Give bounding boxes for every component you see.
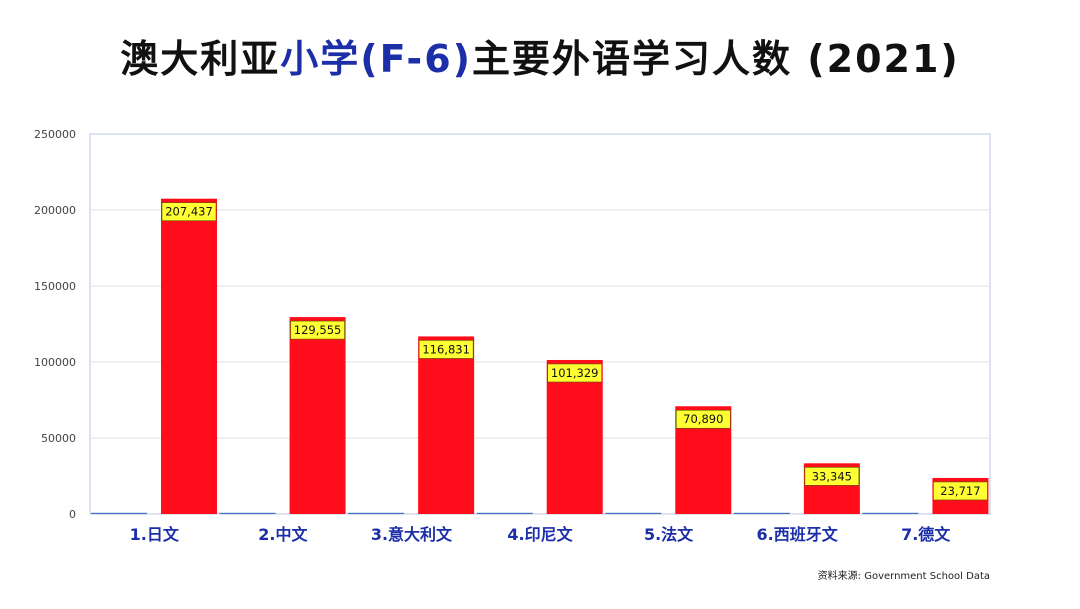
secondary-bar	[476, 512, 533, 514]
title-part5: (2021)	[807, 37, 960, 81]
title-part1: 澳大利亚	[120, 36, 281, 81]
y-tick-label: 50000	[41, 432, 76, 445]
secondary-bar	[862, 512, 919, 514]
data-label-box	[418, 340, 474, 359]
secondary-bar	[91, 512, 147, 514]
title-part4: 主要外语学习人数	[472, 36, 793, 81]
chart-title: 澳大利亚小学(F-6)主要外语学习人数 (2021)	[0, 28, 1080, 83]
data-label: 23,717	[940, 484, 980, 498]
data-label: 116,831	[422, 342, 470, 356]
title-part2: 小学	[280, 36, 361, 81]
data-label: 129,555	[294, 323, 342, 337]
x-tick-label: 1.日文	[130, 525, 180, 544]
y-tick-label: 100000	[34, 356, 76, 369]
source-note: 资料来源: Government School Data	[817, 571, 990, 582]
title-part3: (F-6)	[360, 37, 473, 81]
x-tick-label: 3.意大利文	[371, 525, 453, 544]
x-tick-label: 6.西班牙文	[757, 525, 839, 544]
x-tick-label: 5.法文	[644, 525, 694, 544]
bar	[161, 198, 217, 515]
y-tick-label: 0	[69, 508, 76, 521]
data-label: 207,437	[165, 205, 213, 219]
secondary-bar	[605, 512, 662, 514]
data-label: 101,329	[551, 366, 599, 380]
data-label-box	[675, 409, 731, 429]
bar	[418, 336, 475, 514]
y-tick-label: 200000	[34, 204, 76, 217]
secondary-bar	[219, 512, 276, 514]
y-tick-label: 150000	[34, 280, 76, 293]
data-label: 70,890	[683, 412, 723, 426]
y-tick-label: 250000	[34, 128, 76, 141]
x-tick-label: 7.德文	[901, 525, 951, 544]
bar	[289, 317, 346, 514]
secondary-bar	[733, 512, 790, 514]
data-label-box	[933, 481, 988, 501]
bar	[546, 359, 603, 514]
x-tick-label: 4.印尼文	[507, 525, 573, 544]
data-label-box	[290, 320, 345, 340]
x-tick-label: 2.中文	[258, 525, 308, 544]
data-label-box	[161, 202, 217, 221]
data-label: 33,345	[812, 469, 852, 483]
plot-area	[89, 133, 991, 515]
secondary-bar	[348, 512, 405, 514]
data-label-box	[547, 363, 603, 383]
data-label-box	[804, 467, 860, 486]
